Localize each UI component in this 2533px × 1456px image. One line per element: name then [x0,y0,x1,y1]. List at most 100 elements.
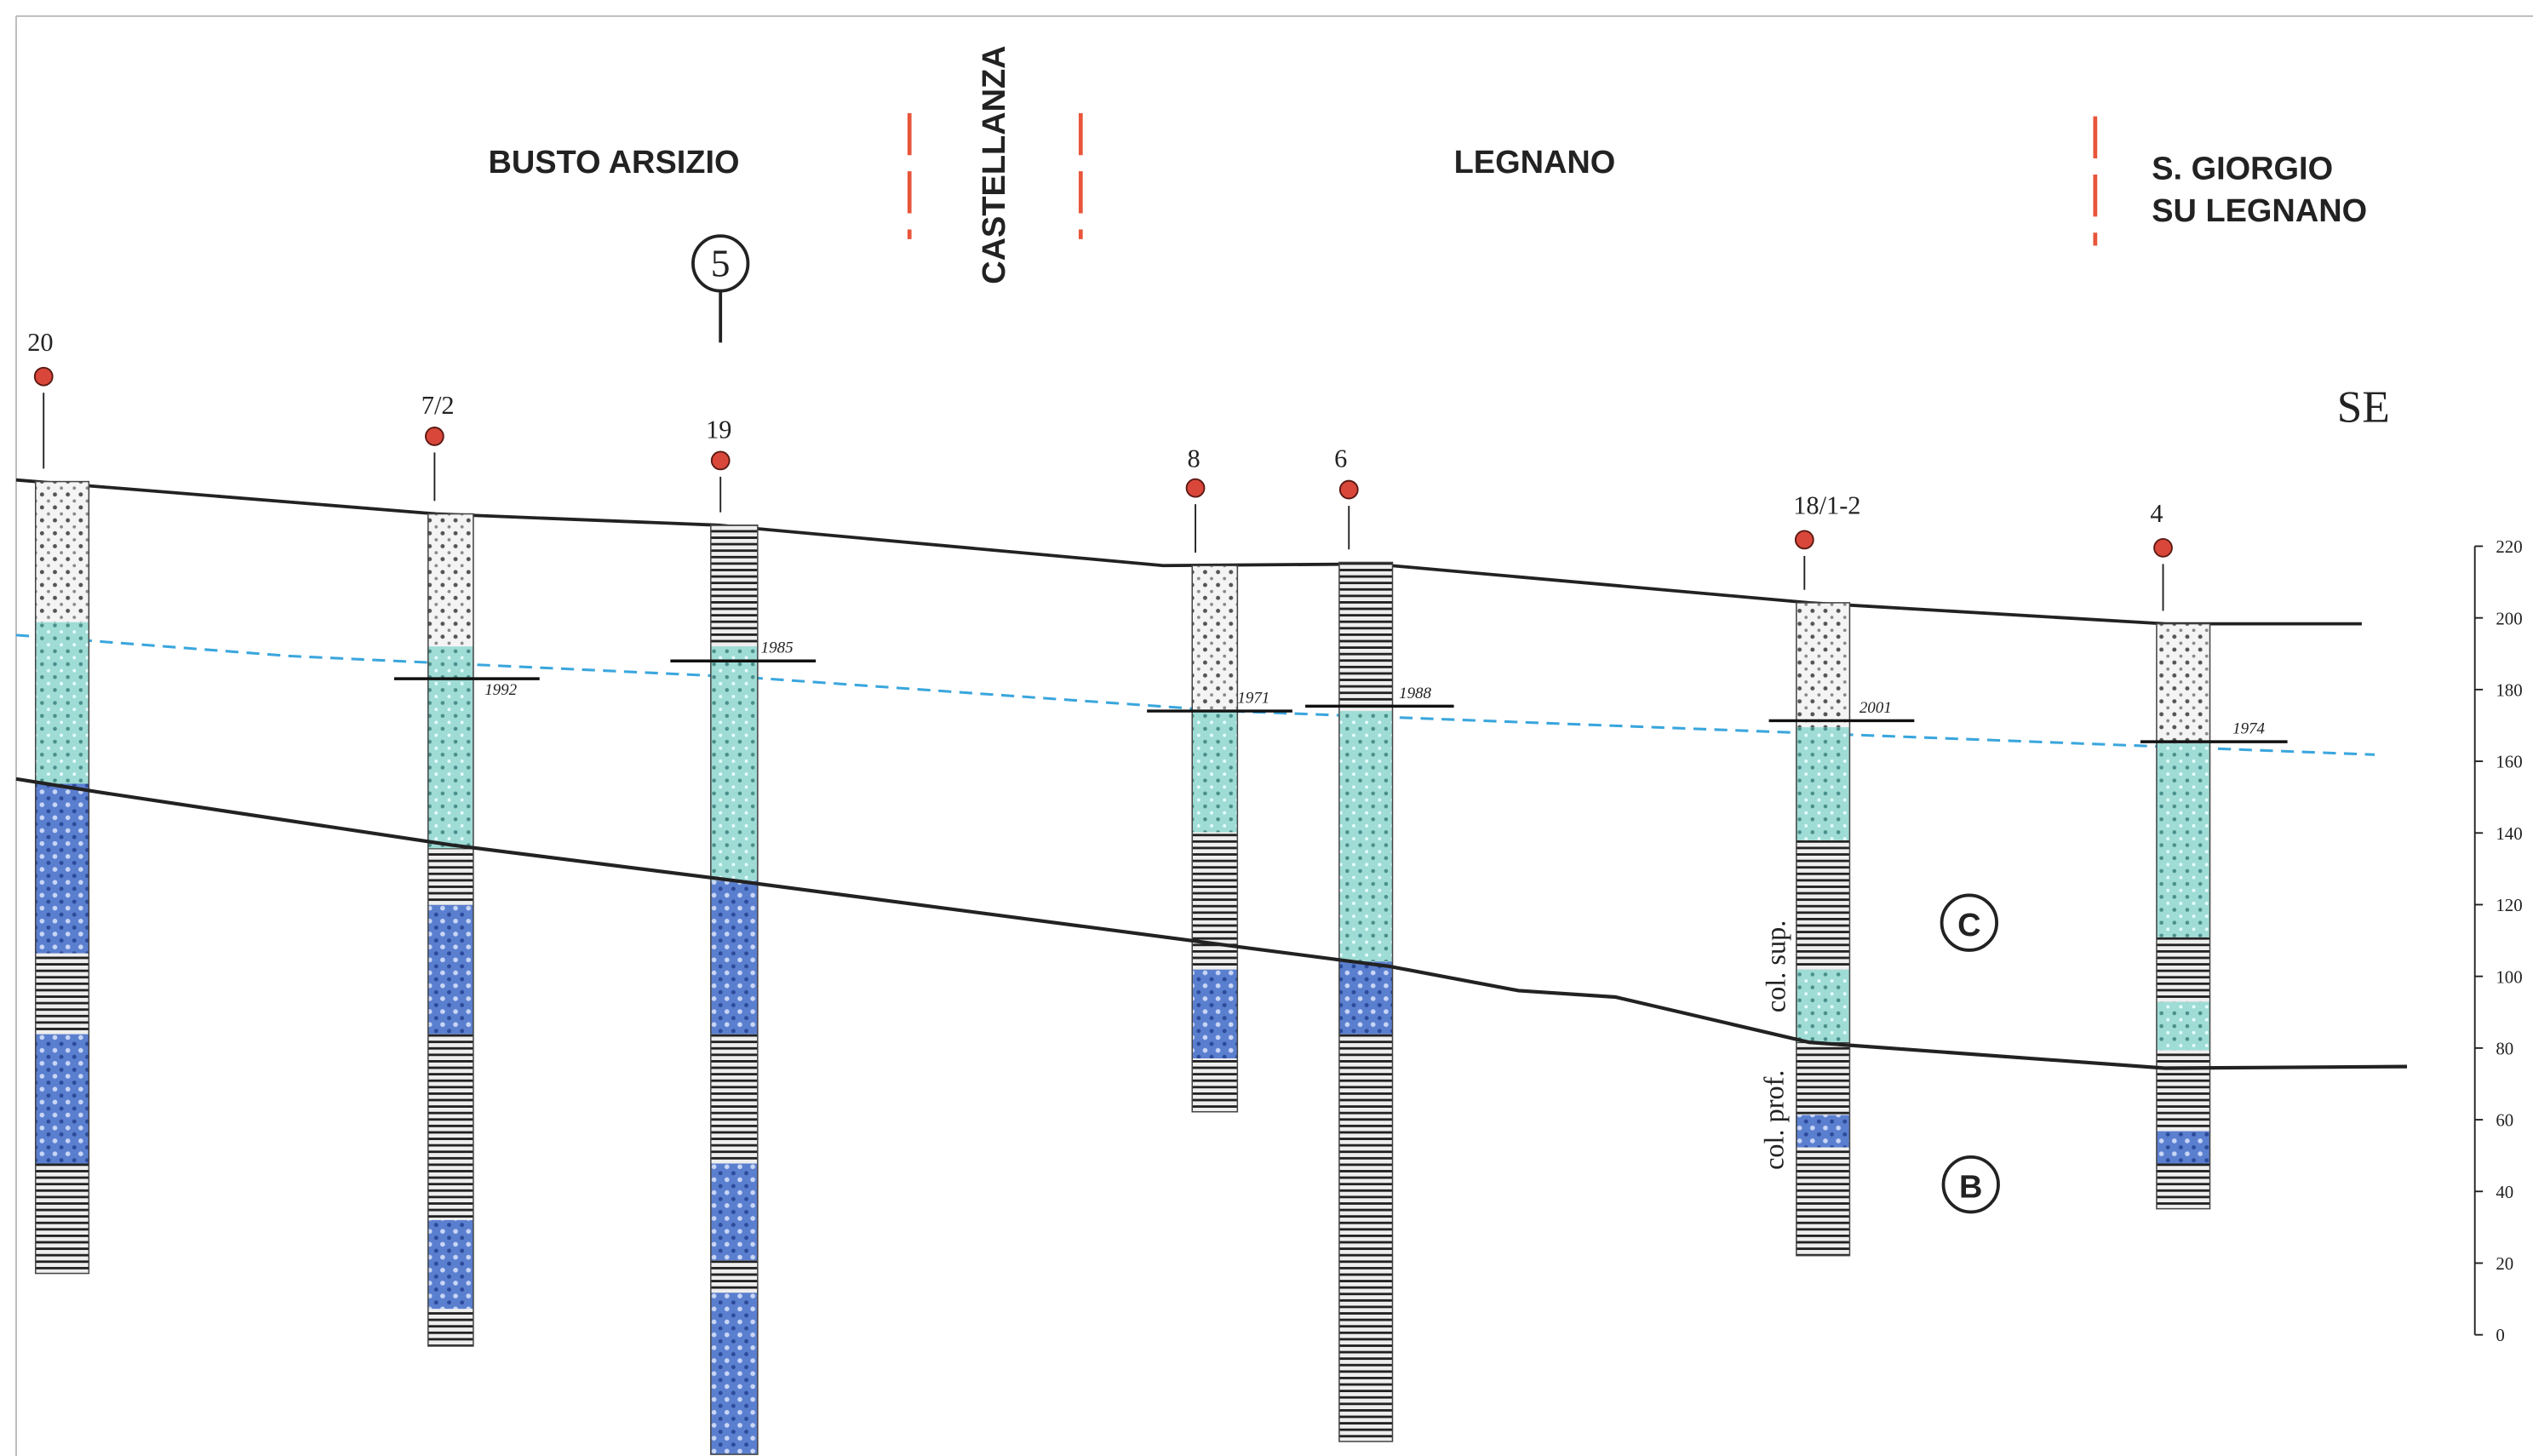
place: CASTELLANZA [977,45,1012,284]
scale-label: 220 [2496,536,2522,557]
well-segment [1796,1042,1850,1115]
column-label: col. sup. [1761,920,1791,1012]
place: LEGNANO [1454,145,1616,181]
well-segment [1796,840,1850,970]
scale-label: 0 [2496,1325,2504,1345]
scale-label: 100 [2496,966,2522,987]
scale-label: 140 [2496,823,2522,844]
well-year: 1971 [1237,690,1269,708]
orientation: SE [2337,382,2390,432]
ground-surface [15,478,2362,626]
well-segment [710,525,758,647]
well-segment [427,1034,473,1220]
well-segment [1338,711,1393,962]
column-label: col. prof. [1759,1070,1790,1170]
well-segment [35,481,89,622]
well-segment [427,1219,473,1310]
well-dot [424,427,444,446]
well-segment [2156,743,2210,937]
well-segment [1192,1058,1238,1112]
well-segment [2156,1163,2210,1209]
well-segment [2156,623,2210,744]
well-segment [1338,1034,1393,1442]
scale-label: 20 [2496,1253,2513,1274]
well-segment [1796,969,1850,1043]
well-segment [35,953,89,1035]
well-segment [710,880,758,1035]
well-segment [427,513,473,647]
well-segment [710,1260,758,1293]
well-segment [710,1163,758,1261]
well-segment [710,1034,758,1164]
well-dot [1338,479,1359,500]
well-year: 2001 [1860,699,1892,717]
scale-label: 80 [2496,1038,2513,1058]
unit-label: C [1957,908,1980,943]
well-segment [1796,1115,1850,1148]
well-column [2156,622,2211,1210]
well-segment [1796,727,1850,840]
unit-boundary [15,777,2408,1070]
well-column [1191,565,1239,1113]
well-label: 6 [1334,444,1347,473]
scale-label: 160 [2496,752,2522,772]
well-dot [1794,530,1814,550]
well-dot [2153,537,2173,558]
scale-label: 200 [2496,608,2522,628]
well-segment [1192,832,1238,970]
well-dot [710,450,731,471]
well-segment [427,848,473,905]
well-year: 1992 [484,681,517,699]
section-number: 5 [711,242,731,285]
well-label: 18/1-2 [1793,491,1860,520]
well-segment [1192,711,1238,833]
well-segment [427,1309,473,1346]
well-segment [1338,961,1393,1035]
unit-circle [1941,1155,2000,1214]
well-segment [35,622,89,784]
scale-label: 40 [2496,1182,2513,1202]
well-dot [1185,478,1206,498]
well-segment [35,1034,89,1164]
well-label: 7/2 [421,391,455,420]
place: S. GIORGIO [2152,152,2333,187]
scale-label: 120 [2496,895,2522,915]
well-column [1796,602,1851,1257]
well-dot [33,366,54,387]
well-segment [1192,969,1238,1059]
boundary-lines [907,112,2098,246]
place: BUSTO ARSIZIO [488,145,739,181]
well-segment [1338,562,1393,712]
well-segment [1796,1147,1850,1256]
water-table [15,633,2375,756]
well-segment [2156,1050,2210,1132]
unit-circle [1940,893,1998,952]
well-column [427,513,474,1347]
well-segment [710,646,758,881]
well-column [710,525,759,1455]
well-segment [2156,937,2210,1002]
well-year: 1988 [1399,685,1431,702]
well-segment [35,1163,89,1274]
well-label: 8 [1188,444,1201,473]
well-year: 1974 [2232,720,2265,738]
well-segment [35,783,89,954]
well-segment [427,904,473,1035]
well-segment [2156,1131,2210,1164]
well-segment [427,646,473,849]
well-segment [2156,1001,2210,1051]
well-column [1338,561,1394,1442]
well-label: 19 [706,415,731,444]
well-label: 4 [2150,499,2163,528]
place: SU LEGNANO [2152,193,2367,229]
well-label: 20 [27,328,53,357]
well-segment [1796,602,1850,728]
scale-label: 60 [2496,1110,2513,1131]
well-segment [1192,565,1238,712]
unit-label: B [1959,1169,1982,1205]
well-year: 1985 [761,639,794,657]
scale-label: 180 [2496,679,2522,700]
well-column [34,480,90,1275]
well-segment [710,1293,758,1455]
